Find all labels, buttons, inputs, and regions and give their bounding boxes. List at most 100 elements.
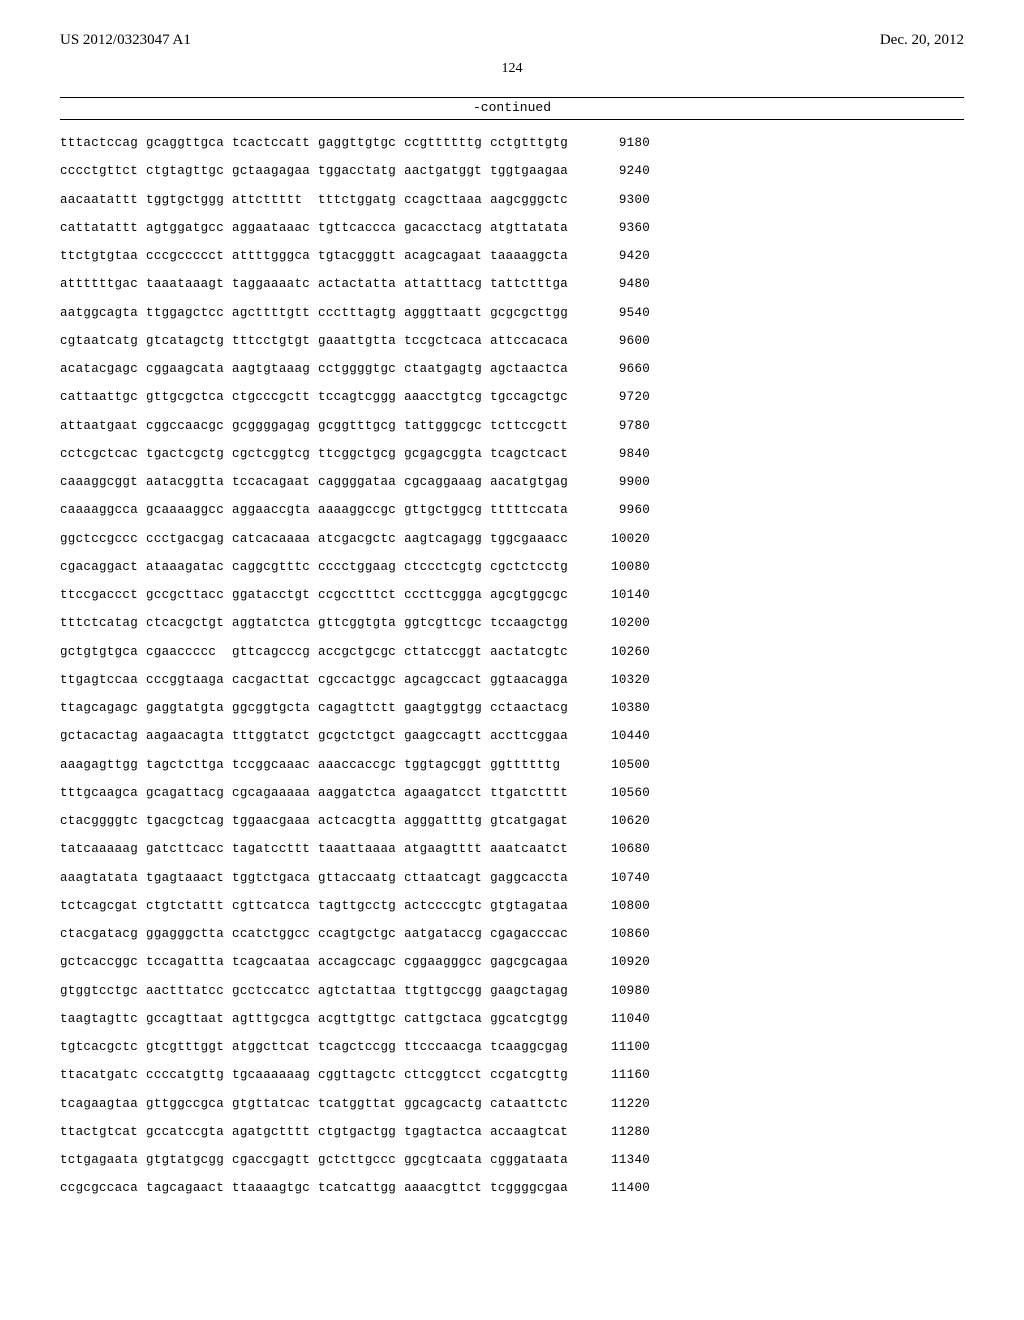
sequence-group: cattatattt [60,215,138,241]
sequence-position: 9960 [590,497,650,523]
sequence-group: ctgtagttgc [146,158,224,184]
sequence-group: gtgtagataa [490,893,568,919]
sequence-group: tttggtatct [232,723,310,749]
sequence-group: ttcccaacga [404,1034,482,1060]
sequence-group: acgttgttgc [318,1006,396,1032]
sequence-group: gcgctctgct [318,723,396,749]
sequence-row: cctcgctcactgactcgctgcgctcggtcgttcggctgcg… [60,441,964,467]
sequence-position: 9900 [590,469,650,495]
sequence-group: accaagtcat [490,1119,568,1145]
sequence-group: gcaaaaggcc [146,497,224,523]
sequence-group: agtttgcgca [232,1006,310,1032]
sequence-groups: ggctccgcccccctgacgagcatcacaaaaatcgacgctc… [60,526,568,552]
sequence-row: ttccgaccctgccgcttaccggatacctgtccgcctttct… [60,582,964,608]
sequence-group: ggcggtgcta [232,695,310,721]
sequence-group: gttcggtgta [318,610,396,636]
sequence-position: 11340 [590,1147,650,1173]
sequence-group: ccccatgttg [146,1062,224,1088]
page-header: US 2012/0323047 A1 Dec. 20, 2012 [60,32,964,49]
sequence-group: tctgagaata [60,1147,138,1173]
sequence-row: cattatatttagtggatgccaggaataaactgttcaccca… [60,215,964,241]
sequence-listing: tttactccaggcaggttgcatcactccattgaggttgtgc… [60,130,964,1202]
sequence-position: 9420 [590,243,650,269]
sequence-groups: attaatgaatcggccaacgcgcggggagaggcggtttgcg… [60,413,568,439]
sequence-group: aagtgtaaag [232,356,310,382]
sequence-group: tggcgaaacc [490,526,568,552]
sequence-groups: ccgcgccacatagcagaactttaaaagtgctcatcattgg… [60,1175,568,1201]
sequence-group: cgggataata [490,1147,568,1173]
sequence-group: accgctgcgc [318,639,396,665]
sequence-row: tctgagaatagtgtatgcggcgaccgagttgctcttgccc… [60,1147,964,1173]
sequence-group: tgccagctgc [490,384,568,410]
sequence-group: cacgacttat [232,667,310,693]
sequence-group: tttctggatg [318,187,396,213]
sequence-group: gctgtgtgca [60,639,138,665]
sequence-row: tatcaaaaaggatcttcacctagatccttttaaattaaaa… [60,836,964,862]
sequence-position: 10980 [590,978,650,1004]
sequence-group: cattaattgc [60,384,138,410]
sequence-position: 9480 [590,271,650,297]
sequence-groups: ttctgtgtaacccgccccctattttgggcatgtacgggtt… [60,243,568,269]
sequence-group: taagtagttc [60,1006,138,1032]
sequence-row: gtggtcctgcaactttatccgcctccatccagtctattaa… [60,978,964,1004]
sequence-group: cccttcggga [404,582,482,608]
sequence-position: 10860 [590,921,650,947]
sequence-group: tccacagaat [232,469,310,495]
sequence-group: aacatgtgag [490,469,568,495]
sequence-group: gcaggttgca [146,130,224,156]
sequence-groups: ttagcagagcgaggtatgtaggcggtgctacagagttctt… [60,695,568,721]
sequence-row: ctacgatacgggagggcttaccatctggccccagtgctgc… [60,921,964,947]
sequence-group: atcgacgctc [318,526,396,552]
sequence-group: ggtaacagga [490,667,568,693]
sequence-group: cccctgttct [60,158,138,184]
sequence-groups: caaaaggccagcaaaaggccaggaaccgtaaaaaggccgc… [60,497,568,523]
sequence-group: cggaagggcc [404,949,482,975]
sequence-group: gttgctggcg [404,497,482,523]
sequence-group: cgacaggact [60,554,138,580]
sequence-group: tatcaaaaag [60,836,138,862]
sequence-position: 11280 [590,1119,650,1145]
divider-top [60,97,964,98]
sequence-group: ccatctggcc [232,921,310,947]
sequence-row: caaaaggccagcaaaaggccaggaaccgtaaaaaggccgc… [60,497,964,523]
sequence-group: caaaggcggt [60,469,138,495]
sequence-group: cataattctc [490,1091,568,1117]
sequence-group: cgttcatcca [232,893,310,919]
sequence-group: gttggccgca [146,1091,224,1117]
sequence-group: aagtcagagg [404,526,482,552]
sequence-groups: tttactccaggcaggttgcatcactccattgaggttgtgc… [60,130,568,156]
sequence-groups: cgtaatcatggtcatagctgtttcctgtgtgaaattgtta… [60,328,568,354]
sequence-group: gttgcgctca [146,384,224,410]
sequence-row: aacaatattttggtgctgggattcttttt tttctggatg… [60,187,964,213]
sequence-group: ggcagcactg [404,1091,482,1117]
sequence-group: atgttatata [490,215,568,241]
sequence-group: cttaatcagt [404,865,482,891]
sequence-group: agctaactca [490,356,568,382]
sequence-group: cgctctcctg [490,554,568,580]
sequence-group: tccagattta [146,949,224,975]
sequence-group: ctaatgagtg [404,356,482,382]
sequence-group: gatcttcacc [146,836,224,862]
sequence-row: aatggcagtattggagctccagcttttgttccctttagtg… [60,300,964,326]
sequence-group: ttacatgatc [60,1062,138,1088]
sequence-groups: tatcaaaaaggatcttcacctagatccttttaaattaaaa… [60,836,568,862]
sequence-group: tccggcaaac [232,752,310,778]
sequence-group: tgagtactca [404,1119,482,1145]
sequence-groups: cattatatttagtggatgccaggaataaactgttcaccca… [60,215,568,241]
sequence-position: 9180 [590,130,650,156]
sequence-group: gtgtatgcgg [146,1147,224,1173]
sequence-group: cccgccccct [146,243,224,269]
sequence-row: ccgcgccacatagcagaactttaaaagtgctcatcattgg… [60,1175,964,1201]
sequence-group: tcggggcgaa [490,1175,568,1201]
sequence-group: taggaaaatc [232,271,310,297]
sequence-group: ttagcagagc [60,695,138,721]
sequence-position: 9540 [590,300,650,326]
sequence-group: cccctggaag [318,554,396,580]
sequence-group: ccgatcgttg [490,1062,568,1088]
sequence-row: caaaggcggtaatacggttatccacagaatcaggggataa… [60,469,964,495]
sequence-position: 9600 [590,328,650,354]
sequence-group: ggttttttg [490,752,568,778]
sequence-group: cgtaatcatg [60,328,138,354]
sequence-groups: cattaattgcgttgcgctcactgcccgctttccagtcggg… [60,384,568,410]
sequence-group: tccagtcggg [318,384,396,410]
